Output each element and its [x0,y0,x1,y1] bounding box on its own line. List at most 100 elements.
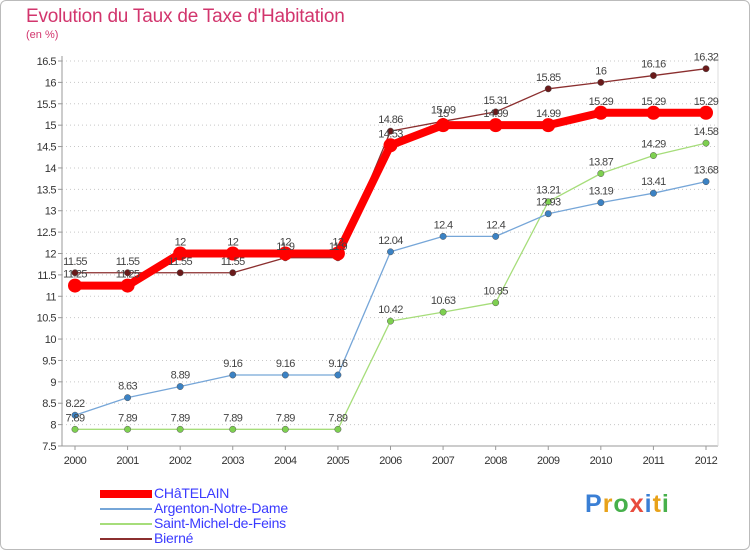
data-point-saint-michel [71,425,79,433]
data-point-saint-michel [229,425,237,433]
legend-swatch-bierne [100,538,152,540]
data-label-chatelain: 12 [280,237,292,249]
data-label-bierne: 16 [595,65,607,77]
y-tick-label: 15 [45,120,57,132]
logo-letter: t [652,490,662,518]
y-tick-label: 10.5 [37,313,57,325]
chart-title: Evolution du Taux de Taxe d'Habitation [26,6,345,27]
data-label-bierne: 15.31 [483,95,508,107]
data-point-argenton [176,383,184,390]
data-label-chatelain: 11.25 [63,269,87,281]
y-tick-label: 15.5 [37,99,57,111]
data-label-argenton: 12.04 [378,235,403,247]
y-tick-label: 16.5 [37,56,57,68]
data-point-argenton [281,371,289,379]
data-label-argenton: 9.16 [328,358,347,370]
data-point-bierne [71,269,79,277]
x-tick-label: 2009 [537,455,560,467]
data-point-bierne [702,65,710,73]
y-tick-label: 11 [46,291,57,303]
data-point-chatelain [330,246,345,261]
data-point-chatelain [120,278,135,293]
data-label-argenton: 12.4 [486,219,505,231]
data-label-bierne: 11.55 [63,256,87,268]
data-point-argenton [71,411,79,419]
data-label-chatelain: 14.99 [483,108,508,120]
x-tick-label: 2008 [484,455,507,467]
y-tick-label: 12 [45,249,57,261]
data-point-chatelain [278,246,293,261]
data-point-saint-michel [492,299,500,307]
x-tick-label: 2012 [695,455,718,467]
data-point-chatelain [225,246,240,261]
data-label-saint-michel: 13.87 [589,157,614,169]
data-label-argenton: 13.19 [589,186,614,198]
data-label-chatelain: 15.29 [589,96,614,108]
y-tick-label: 13.5 [37,184,57,196]
data-label-bierne: 16.32 [694,52,719,64]
y-tick-label: 8 [50,420,56,432]
legend-label-saint-michel: Saint-Michel-de-Feins [154,515,286,531]
series-line-argenton [74,180,707,416]
data-point-chatelain [593,105,608,120]
y-tick-label: 8.5 [42,398,56,410]
y-tick-label: 9 [50,377,56,389]
data-label-bierne: 11.55 [116,256,140,268]
data-point-chatelain [68,278,82,293]
data-label-bierne: 15.85 [536,72,561,84]
data-label-chatelain: 12 [175,237,187,249]
data-label-saint-michel: 7.89 [65,412,84,424]
y-tick-label: 14 [45,163,57,175]
x-tick-label: 2010 [590,455,613,467]
data-point-chatelain [173,246,188,261]
data-point-chatelain [488,118,503,133]
data-label-chatelain: 11.25 [116,269,140,281]
data-point-bierne [124,269,132,277]
y-tick-label: 11.5 [37,270,56,282]
x-tick-label: 2002 [169,455,192,467]
data-point-argenton [492,232,500,240]
data-point-chatelain [436,118,451,133]
data-point-chatelain [383,138,398,153]
y-tick-label: 14.5 [37,142,57,154]
logo-letter: o [613,490,630,518]
data-label-saint-michel: 14.58 [694,126,719,138]
x-tick-label: 2000 [64,455,87,467]
data-point-saint-michel [281,425,289,433]
data-point-argenton [702,178,710,186]
data-label-saint-michel: 7.89 [328,412,347,424]
y-tick-label: 13 [45,206,57,218]
x-tick-label: 2011 [643,455,665,467]
legend-label-bierne: Bierné [154,530,194,546]
legend-swatch-saint-michel [100,523,152,525]
data-point-bierne [229,269,237,277]
data-point-argenton [334,371,342,379]
legend-swatch-argenton [100,508,152,510]
y-tick-label: 10 [45,334,57,346]
data-label-argenton: 13.41 [641,176,666,188]
data-label-chatelain: 14.99 [536,108,561,120]
data-point-saint-michel [176,425,184,433]
x-tick-label: 2005 [327,455,350,467]
legend-swatch-chatelain [100,490,152,498]
data-point-argenton [544,210,552,218]
data-point-argenton [439,232,447,240]
legend-label-argenton: Argenton-Notre-Dame [154,500,288,516]
data-label-bierne: 16.16 [641,59,666,71]
data-label-chatelain: 15 [438,108,450,120]
logo-letter: i [644,490,653,518]
data-label-saint-michel: 13.21 [536,185,561,197]
data-label-saint-michel: 7.89 [223,412,242,424]
data-point-saint-michel [124,425,132,433]
data-point-bierne [492,108,500,116]
x-tick-label: 2003 [222,455,245,467]
data-label-argenton: 8.63 [118,381,137,393]
data-point-argenton [649,189,657,197]
data-point-bierne [387,127,394,135]
data-label-bierne: 11.55 [221,256,245,268]
data-point-bierne [597,78,605,86]
data-label-saint-michel: 10.42 [378,304,403,316]
data-label-bierne: 11.9 [329,241,348,253]
x-tick-label: 2006 [379,455,402,467]
